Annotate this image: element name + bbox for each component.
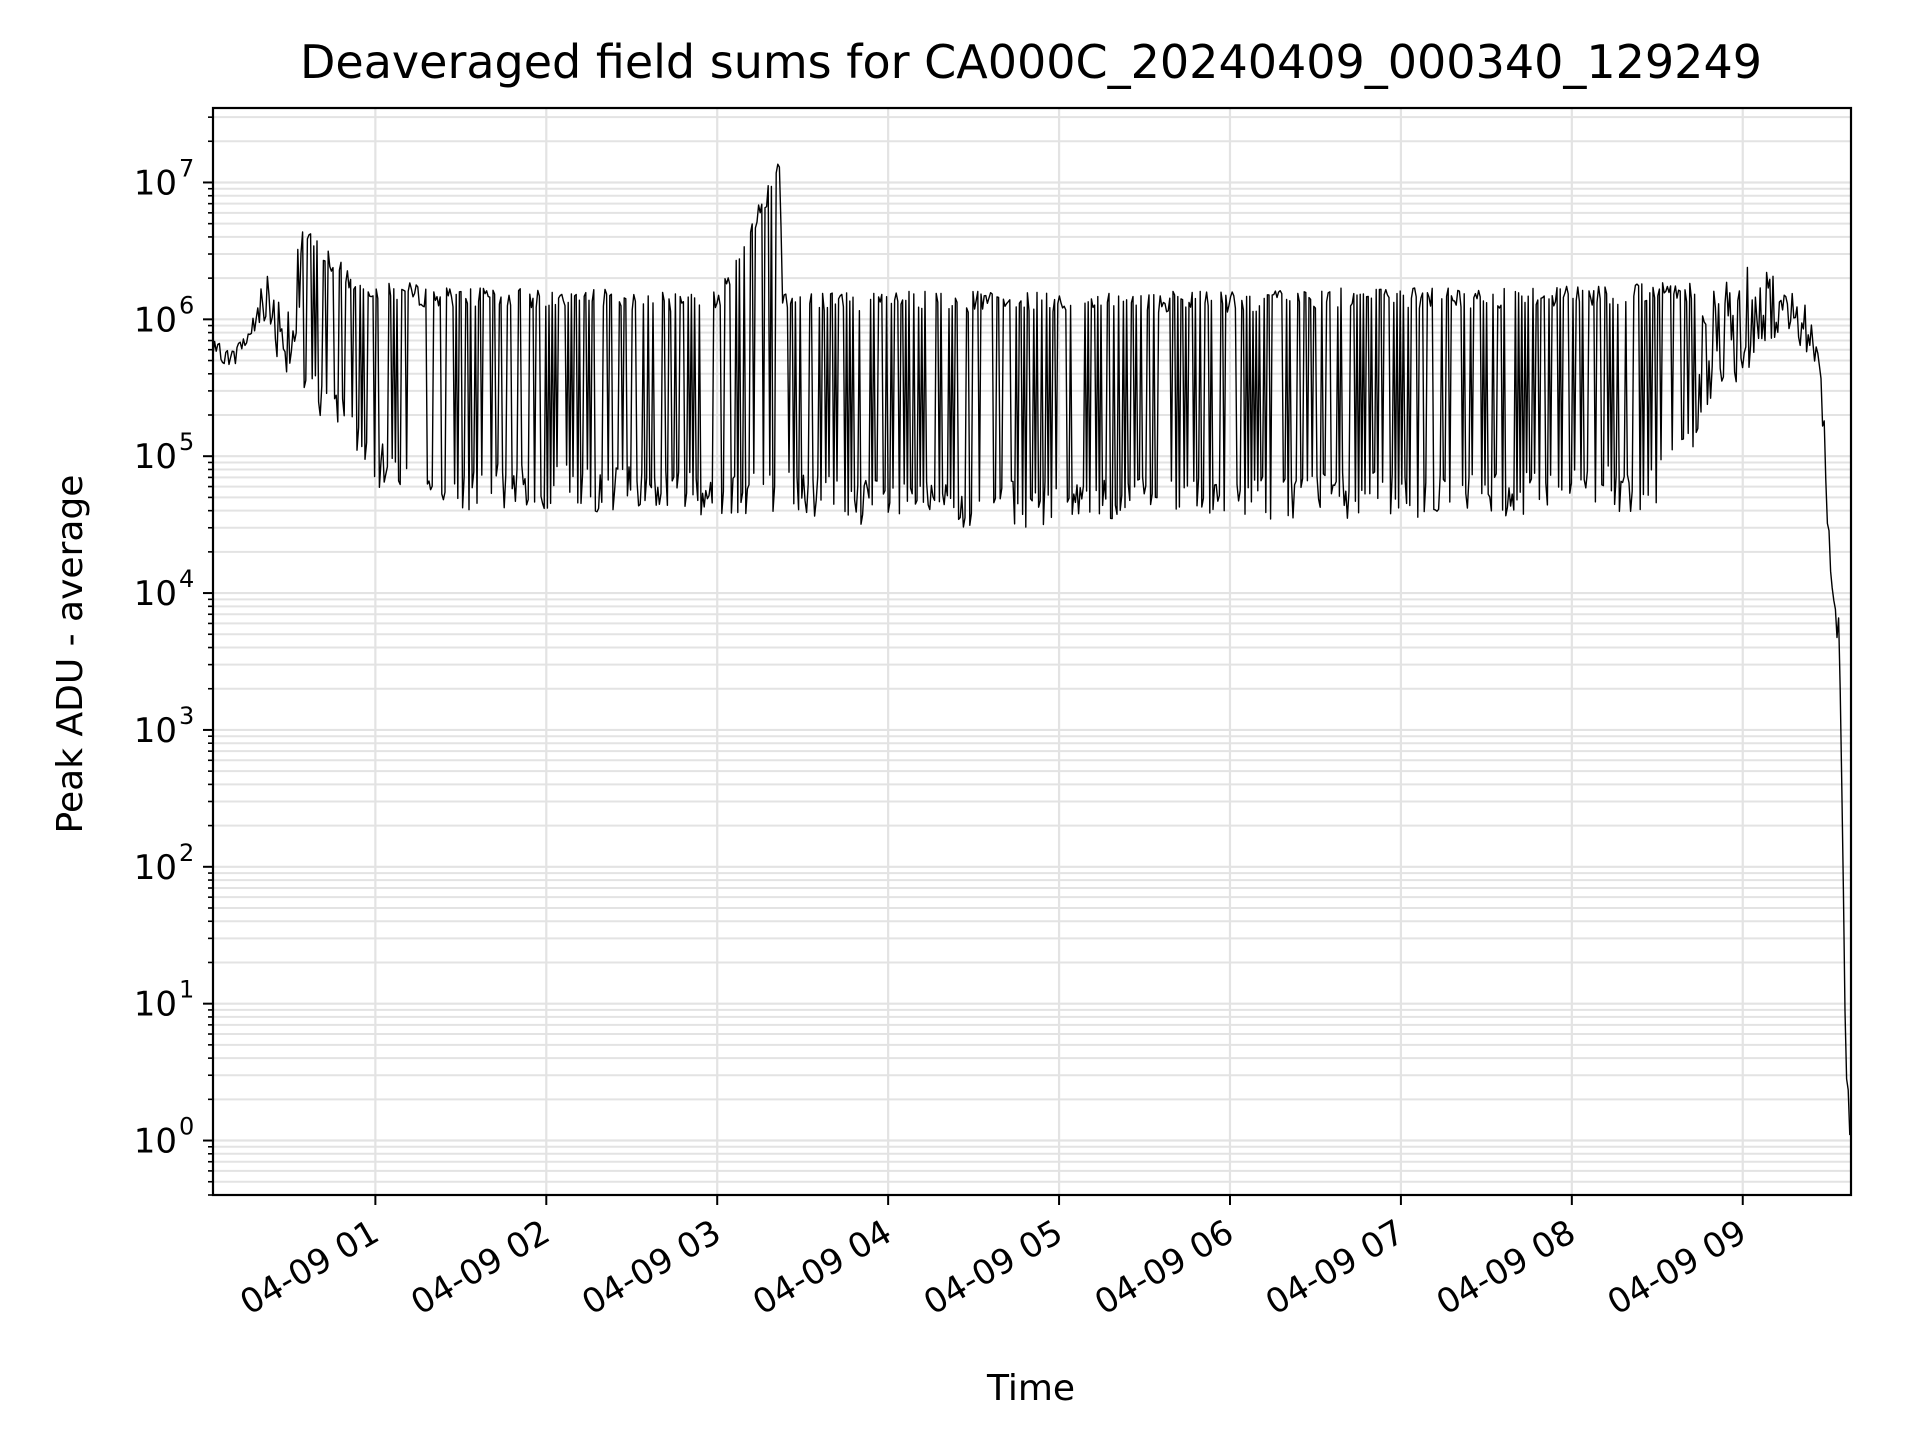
y-tick-label: 10 bbox=[134, 985, 177, 1025]
y-tick-label: 10 bbox=[134, 574, 177, 614]
y-tick-exponent: 4 bbox=[179, 565, 194, 593]
y-tick-exponent: 6 bbox=[179, 291, 194, 319]
x-axis-label: Time bbox=[986, 1368, 1075, 1409]
y-axis-label: Peak ADU - average bbox=[50, 475, 91, 834]
chart-title: Deaveraged field sums for CA000C_2024040… bbox=[300, 35, 1762, 89]
y-tick-label: 10 bbox=[134, 848, 177, 888]
y-tick-exponent: 2 bbox=[179, 839, 194, 867]
y-tick-label: 10 bbox=[134, 163, 177, 203]
y-tick-exponent: 7 bbox=[179, 154, 194, 182]
y-tick-exponent: 1 bbox=[179, 976, 194, 1004]
y-tick-exponent: 5 bbox=[179, 428, 194, 456]
y-tick-label: 10 bbox=[134, 711, 177, 751]
y-tick-exponent: 3 bbox=[179, 702, 194, 730]
data-layer bbox=[212, 163, 1851, 1136]
grid-layer bbox=[213, 108, 1851, 1196]
y-tick-label: 10 bbox=[134, 437, 177, 477]
plot-frame bbox=[211, 106, 1853, 1197]
y-tick-label: 10 bbox=[134, 300, 177, 340]
series-line bbox=[212, 163, 1851, 1136]
y-tick-exponent: 0 bbox=[179, 1113, 194, 1141]
y-tick-label: 10 bbox=[134, 1122, 177, 1162]
